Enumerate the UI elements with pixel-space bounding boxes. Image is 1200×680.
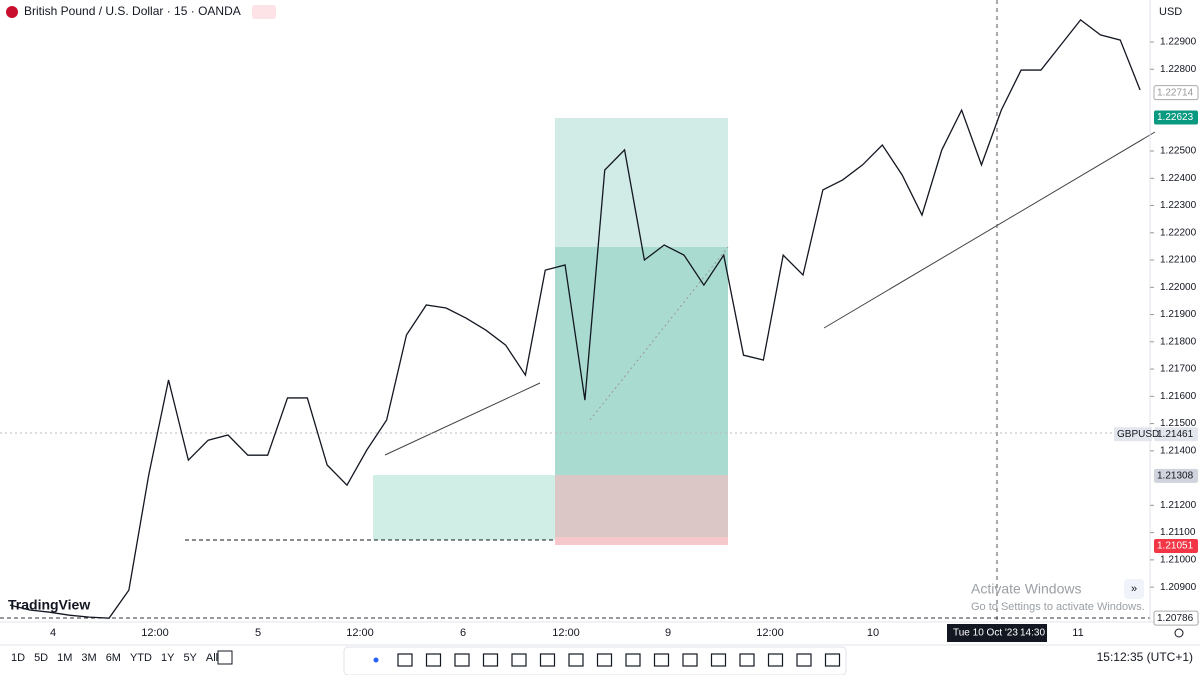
tool-icon[interactable] (682, 653, 698, 667)
tool-icon[interactable] (539, 653, 556, 667)
drawing-toolbar (343, 646, 847, 676)
tool-icon[interactable] (824, 653, 841, 667)
y-tick-label: 1.21100 (1160, 527, 1196, 538)
price-badge (1153, 85, 1199, 101)
watermark-title: Activate Windows (971, 581, 1081, 597)
scroll-button[interactable] (1124, 579, 1144, 599)
symbol-title[interactable]: British Pound / U.S. Dollar · 15 · OANDA (24, 4, 241, 18)
clock: 15:12:35 (UTC+1) (1097, 650, 1193, 664)
tool-icon[interactable] (596, 653, 613, 667)
price-badge (1153, 610, 1199, 626)
y-tick-label: 1.22300 (1160, 200, 1197, 211)
tool-icon[interactable] (425, 653, 442, 667)
x-tick-label: 9 (665, 627, 671, 639)
x-tick-label: 12:00 (756, 627, 784, 639)
currency[interactable]: USD (1159, 6, 1182, 18)
stop-edge (555, 537, 728, 545)
tool-icon[interactable] (568, 653, 584, 667)
timeframe-button[interactable]: 6M (106, 652, 121, 664)
compare-button[interactable] (252, 5, 276, 19)
y-tick-label: 1.21800 (1160, 336, 1197, 347)
trend-line[interactable] (384, 382, 541, 456)
price-badge-label: 1.22714 (1157, 87, 1194, 98)
y-tick-label: 1.22500 (1160, 146, 1197, 157)
price-badge (1154, 427, 1198, 442)
price-line (9, 18, 1141, 619)
price-badge (1154, 110, 1198, 125)
x-tick-label: 6 (460, 627, 466, 639)
price-badge (1154, 468, 1198, 483)
tool-icon[interactable] (454, 653, 470, 667)
logo[interactable]: TradingView (8, 597, 90, 613)
y-tick-label: 1.21400 (1160, 445, 1197, 456)
x-tick-label: 12:00 (346, 627, 374, 639)
crosshair-time-badge (947, 624, 1047, 642)
stop-zone[interactable] (555, 475, 728, 545)
y-tick-label: 1.21500 (1160, 418, 1197, 429)
timeframe-button[interactable]: 5Y (183, 652, 197, 664)
flag-icon (6, 6, 18, 18)
y-tick-label: 1.21700 (1160, 364, 1197, 375)
timeframe-button[interactable]: 3M (81, 652, 96, 664)
price-badge-label: 1.21308 (1157, 471, 1194, 482)
timeframe-button[interactable]: All (206, 652, 218, 664)
y-tick-label: 1.22100 (1160, 255, 1197, 266)
tool-icon[interactable] (482, 653, 499, 667)
timeframe-button[interactable]: YTD (130, 652, 152, 664)
y-tick-label: 1.21200 (1160, 500, 1197, 511)
price-badge-label: 1.22623 (1157, 112, 1194, 123)
y-tick-label: 1.22200 (1160, 227, 1197, 238)
y-tick-label: 1.21600 (1160, 391, 1197, 402)
timeframe-button[interactable]: 1M (57, 652, 72, 664)
x-tick-label: 12:00 (141, 627, 169, 639)
entry-zone[interactable] (373, 475, 555, 540)
x-tick-label: 4 (50, 627, 56, 639)
tool-icon[interactable] (397, 653, 413, 667)
y-tick-label: 1.20900 (1160, 582, 1197, 593)
symbol-tag-label: GBPUSD (1117, 429, 1159, 440)
y-tick-label: 1.22000 (1160, 282, 1197, 293)
y-tick-label: 1.22900 (1160, 37, 1197, 48)
crosshair-date: Tue 10 Oct '23 (953, 628, 1018, 639)
tool-icon[interactable] (796, 653, 812, 667)
timeframe-button[interactable]: 1Y (161, 652, 175, 664)
tool-icon[interactable] (653, 653, 670, 667)
tool-icon[interactable] (511, 653, 527, 667)
target-fill (555, 247, 728, 475)
timeframe-button[interactable]: 1D (11, 652, 25, 664)
tool-icon[interactable] (625, 653, 641, 667)
date-range-icon[interactable] (217, 650, 233, 665)
x-tick-label: 12:00 (552, 627, 580, 639)
watermark-text: Go to Settings to activate Windows. (971, 601, 1145, 613)
timeframe-button[interactable]: 5D (34, 652, 48, 664)
y-tick-label: 1.22400 (1160, 173, 1197, 184)
settings-icon[interactable] (1174, 628, 1184, 638)
tool-icon[interactable] (767, 653, 784, 667)
price-badge-label: 1.21051 (1157, 541, 1194, 552)
y-tick-label: 1.22800 (1160, 64, 1197, 75)
price-badge-label: 1.21461 (1157, 429, 1194, 440)
x-tick-label: 10 (867, 627, 879, 639)
tool-icon[interactable] (739, 653, 755, 667)
tool-icon[interactable] (710, 653, 727, 667)
tool-dot[interactable] (373, 657, 379, 663)
scroll-icon: » (1131, 583, 1137, 595)
position-diagonal (589, 246, 729, 421)
x-tick-label: 11 (1072, 627, 1083, 639)
symbol-tag (1114, 427, 1152, 442)
price-badge-label: 1.20786 (1157, 613, 1194, 624)
y-tick-label: 1.21000 (1160, 554, 1197, 565)
y-tick-label: 1.21900 (1160, 309, 1197, 320)
crosshair-time: 14:30 (1020, 628, 1045, 639)
x-tick-label: 5 (255, 627, 261, 639)
price-badge (1154, 538, 1198, 553)
trend-line[interactable] (823, 131, 1156, 329)
